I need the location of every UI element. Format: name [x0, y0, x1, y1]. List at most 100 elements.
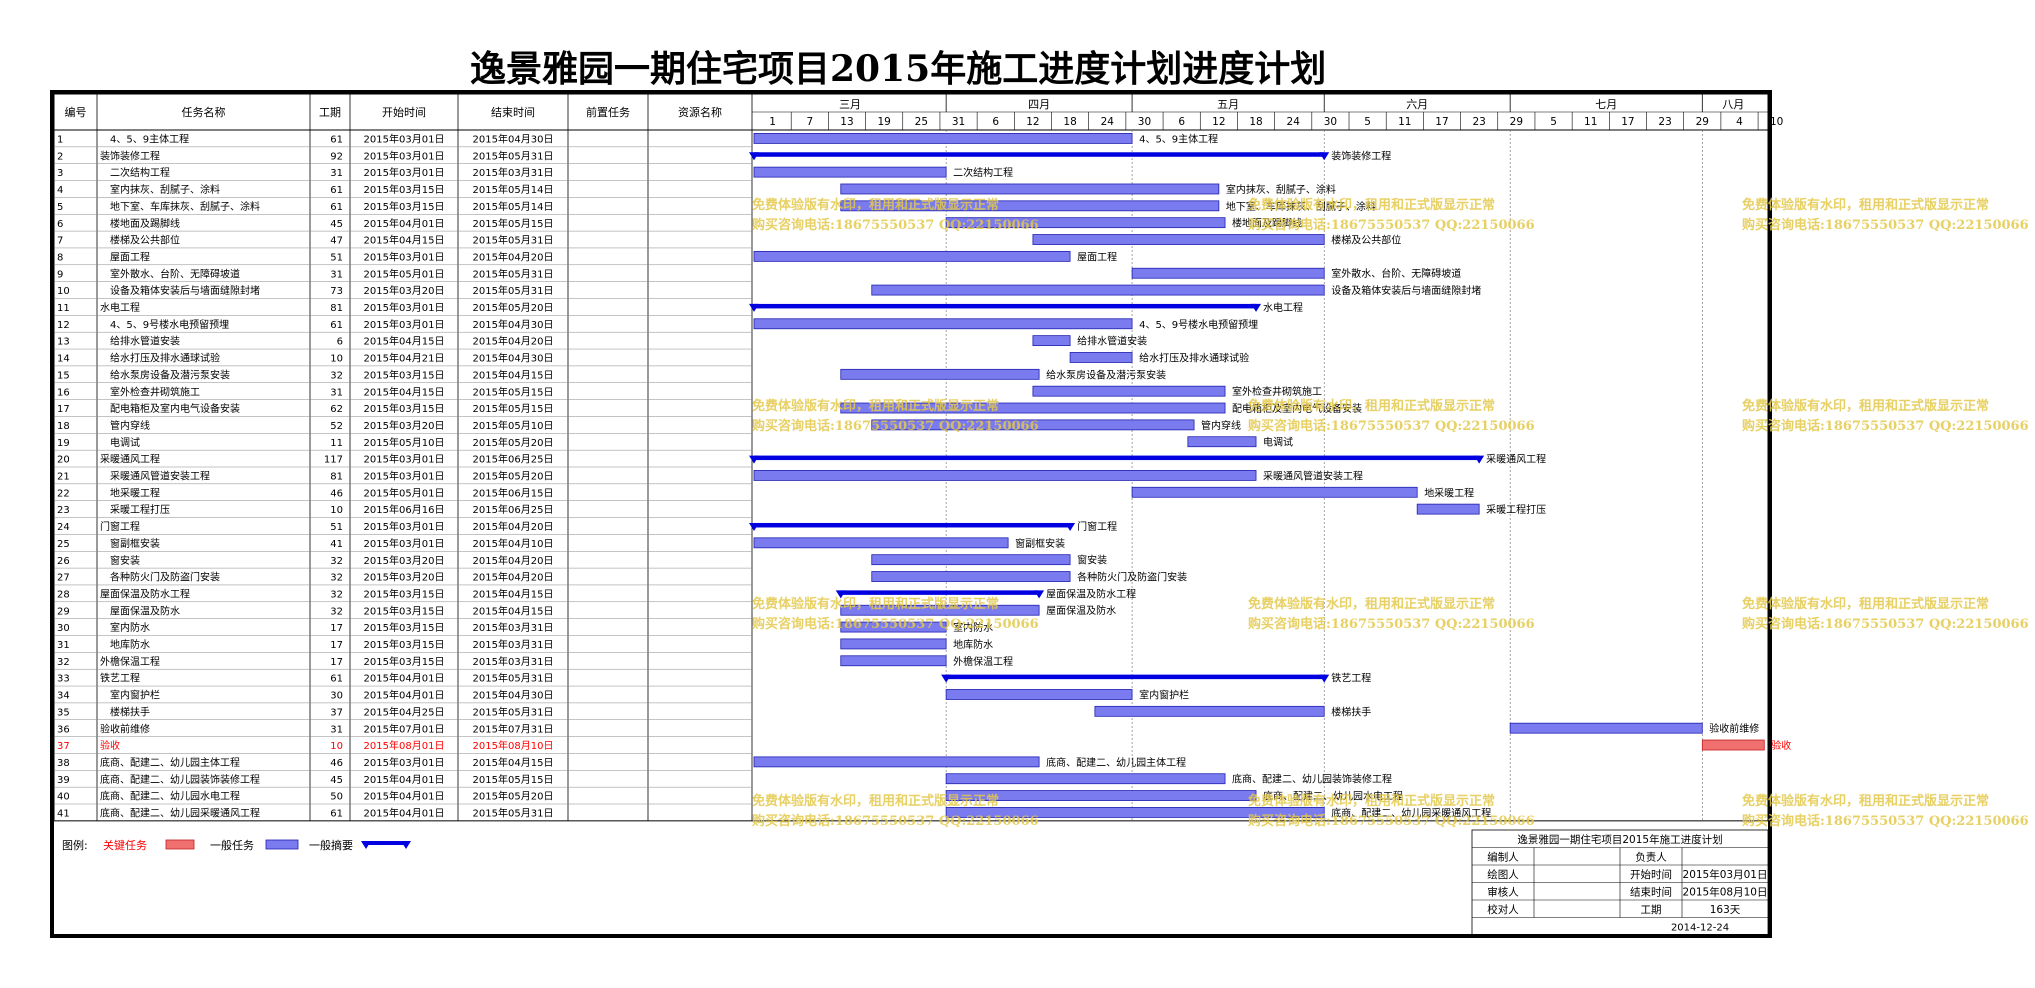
- task-id: 5: [57, 202, 63, 213]
- task-duration: 92: [330, 151, 343, 162]
- day-label: 23: [1472, 116, 1485, 128]
- task-start: 2015年03月20日: [364, 571, 445, 584]
- task-end: 2015年05月31日: [473, 672, 554, 685]
- task-name: 屋面保温及防水: [110, 604, 180, 617]
- task-start: 2015年03月15日: [364, 200, 445, 213]
- task-bar: [945, 689, 1133, 700]
- day-label: 31: [952, 116, 965, 128]
- task-end: 2015年05月31日: [473, 705, 554, 718]
- task-end: 2015年06月15日: [473, 486, 554, 499]
- task-id: 32: [57, 657, 70, 668]
- task-bar: [1032, 234, 1325, 245]
- task-name: 室内窗护栏: [110, 689, 160, 702]
- task-name: 屋面保温及防水工程: [100, 587, 190, 600]
- task-duration: 10: [330, 741, 343, 752]
- task-end: 2015年04月15日: [473, 368, 554, 381]
- column-header: 编号: [65, 105, 87, 119]
- bar-label: 地采暖工程: [1424, 486, 1474, 499]
- task-start: 2015年03月01日: [364, 166, 445, 179]
- task-end: 2015年05月15日: [473, 402, 554, 415]
- day-label: 29: [1510, 116, 1523, 128]
- bar-label: 底商、配建二、幼儿园采暖通风工程: [1331, 806, 1491, 819]
- task-id: 17: [57, 404, 70, 415]
- task-name: 4、5、9主体工程: [110, 134, 189, 146]
- task-name: 地下室、车库抹灰、刮腻子、涂料: [110, 200, 260, 213]
- column-header: 工期: [319, 106, 341, 119]
- task-id: 18: [57, 421, 70, 432]
- task-start: 2015年03月01日: [364, 453, 445, 466]
- task-name: 底商、配建二、幼儿园装饰装修工程: [100, 773, 260, 786]
- task-id: 8: [57, 252, 63, 263]
- task-end: 2015年04月30日: [473, 318, 554, 331]
- task-end: 2015年03月31日: [473, 655, 554, 668]
- bar-label: 楼梯扶手: [1331, 705, 1371, 718]
- task-id: 25: [57, 539, 70, 550]
- task-id: 9: [57, 269, 63, 280]
- task-start: 2015年03月01日: [364, 520, 445, 533]
- task-name: 装饰装修工程: [100, 149, 160, 162]
- month-label: 八月: [1722, 98, 1744, 111]
- bar-label: 验收前维修: [1709, 722, 1759, 735]
- task-start: 2015年03月15日: [364, 621, 445, 634]
- bar-label: 给水打压及排水通球试验: [1139, 351, 1249, 364]
- bar-label: 装饰装修工程: [1331, 149, 1391, 162]
- bar-label: 地下室、车库抹灰、刮腻子、涂料: [1226, 200, 1376, 213]
- task-end: 2015年04月20日: [473, 250, 554, 263]
- task-bar: [945, 773, 1226, 785]
- info-cell: 审核人: [1487, 886, 1519, 899]
- task-name: 设备及箱体安装后与墙面缝隙封堵: [110, 284, 260, 297]
- task-name: 室内防水: [110, 621, 150, 634]
- task-id: 30: [57, 623, 70, 634]
- task-bar: [840, 638, 947, 650]
- task-end: 2015年04月15日: [473, 604, 554, 617]
- task-duration: 32: [330, 573, 343, 584]
- task-id: 31: [57, 640, 70, 651]
- task-bar: [1032, 385, 1226, 397]
- task-name: 电调试: [110, 436, 140, 449]
- task-start: 2015年04月01日: [364, 790, 445, 803]
- task-duration: 46: [330, 758, 343, 769]
- day-label: 30: [1324, 116, 1337, 128]
- task-name: 外檐保温工程: [100, 655, 160, 668]
- task-name: 各种防火门及防盗门安装: [110, 571, 220, 584]
- bar-label: 各种防火门及防盗门安装: [1077, 571, 1187, 584]
- day-label: 25: [915, 116, 928, 128]
- task-end: 2015年05月20日: [473, 436, 554, 449]
- task-id: 3: [57, 168, 63, 179]
- task-end: 2015年05月10日: [473, 419, 554, 432]
- task-start: 2015年04月25日: [364, 705, 445, 718]
- bar-label: 底商、配建二、幼儿园装饰装修工程: [1232, 773, 1392, 786]
- day-label: 5: [1364, 116, 1371, 128]
- info-cell: 工期: [1641, 904, 1662, 916]
- task-id: 6: [57, 219, 63, 230]
- task-name: 楼梯扶手: [110, 705, 150, 718]
- task-id: 7: [57, 236, 63, 247]
- task-end: 2015年04月15日: [473, 587, 554, 600]
- chart-title: 逸景雅园一期住宅项目2015年施工进度计划进度计划: [470, 48, 1327, 90]
- task-duration: 17: [330, 657, 343, 668]
- task-id: 19: [57, 438, 70, 449]
- task-id: 29: [57, 606, 70, 617]
- task-id: 22: [57, 488, 70, 499]
- info-cell: 开始时间: [1630, 868, 1672, 881]
- task-end: 2015年03月31日: [473, 638, 554, 651]
- task-end: 2015年04月10日: [473, 537, 554, 550]
- table-border: [53, 93, 1769, 822]
- task-id: 11: [57, 303, 70, 314]
- summary-start-marker: [835, 590, 846, 599]
- task-end: 2015年05月31日: [473, 284, 554, 297]
- legend-critical-label: 关键任务: [103, 838, 147, 852]
- month-label: 六月: [1406, 98, 1428, 111]
- summary-start-marker: [749, 522, 759, 531]
- summary-start-marker: [941, 674, 952, 683]
- day-label: 11: [1584, 116, 1597, 128]
- task-duration: 62: [330, 404, 343, 415]
- task-name: 采暖通风工程: [100, 453, 160, 466]
- bar-label: 水电工程: [1263, 301, 1303, 314]
- task-start: 2015年03月15日: [364, 402, 445, 415]
- task-bar: [871, 284, 1325, 296]
- task-start: 2015年08月01日: [364, 739, 445, 752]
- task-start: 2015年04月01日: [364, 689, 445, 702]
- task-id: 39: [57, 775, 70, 786]
- task-name: 底商、配建二、幼儿园采暖通风工程: [100, 807, 260, 820]
